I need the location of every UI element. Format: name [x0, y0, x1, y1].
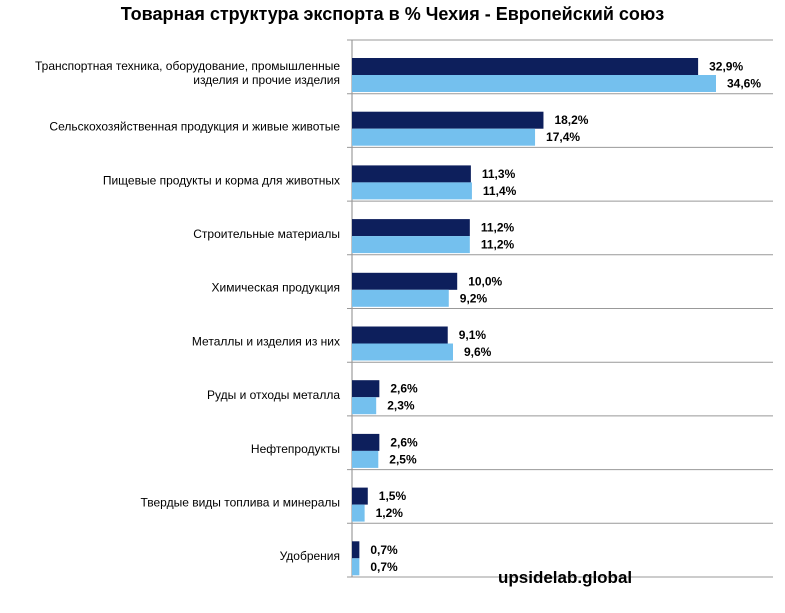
- watermark-text: upsidelab.global: [498, 568, 632, 587]
- bar: [352, 236, 470, 254]
- data-label: 9,6%: [464, 345, 492, 359]
- bar: [352, 380, 380, 398]
- data-label: 11,2%: [481, 238, 515, 252]
- data-label: 2,5%: [389, 452, 417, 466]
- category-label: Пищевые продукты и корма для животных: [103, 173, 340, 187]
- category-label: изделия и прочие изделия: [193, 73, 340, 87]
- data-label: 11,4%: [483, 184, 517, 198]
- data-label: 18,2%: [554, 113, 588, 127]
- category-label: Строительные материалы: [193, 227, 340, 241]
- data-label: 0,7%: [370, 560, 398, 574]
- category-label: Удобрения: [280, 549, 340, 563]
- bar: [352, 272, 458, 290]
- bar: [352, 182, 472, 200]
- category-label: Нефтепродукты: [251, 442, 340, 456]
- category-label: Металлы и изделия из них: [192, 334, 340, 348]
- category-label: Транспортная техника, оборудование, пром…: [35, 59, 340, 73]
- data-label: 32,9%: [709, 60, 743, 74]
- category-label: Сельскохозяйственная продукция и живые ж…: [49, 120, 340, 134]
- bar: [352, 111, 544, 129]
- bar: [352, 541, 360, 559]
- data-label: 9,1%: [459, 328, 487, 342]
- chart-title: Товарная структура экспорта в % Чехия - …: [120, 4, 665, 24]
- data-label: 34,6%: [727, 77, 761, 91]
- data-label: 2,3%: [387, 399, 415, 413]
- data-label: 10,0%: [468, 274, 502, 288]
- data-label: 11,3%: [482, 167, 516, 181]
- bar: [352, 487, 368, 505]
- category-label: Химическая продукция: [211, 281, 340, 295]
- bar: [352, 504, 365, 522]
- data-label: 2,6%: [390, 435, 418, 449]
- data-label: 11,2%: [481, 221, 515, 235]
- bar: [352, 219, 470, 237]
- bar: [352, 289, 449, 307]
- bar: [352, 397, 377, 415]
- bar: [352, 128, 536, 146]
- bar: [352, 433, 380, 451]
- bars-layer: [352, 58, 716, 576]
- bar: [352, 75, 716, 92]
- labels-layer: Транспортная техника, оборудование, пром…: [35, 59, 761, 574]
- bar: [352, 558, 360, 576]
- bar: [352, 326, 448, 344]
- grid-layer: [347, 39, 773, 578]
- bar: [352, 343, 453, 361]
- data-label: 1,2%: [376, 506, 404, 520]
- data-label: 1,5%: [379, 489, 407, 503]
- data-label: 2,6%: [390, 382, 418, 396]
- bar: [352, 58, 699, 75]
- bar: [352, 165, 471, 183]
- data-label: 9,2%: [460, 291, 488, 305]
- data-label: 0,7%: [370, 543, 398, 557]
- category-label: Руды и отходы металла: [207, 388, 340, 402]
- data-label: 17,4%: [546, 130, 580, 144]
- category-label: Твердые виды топлива и минералы: [140, 495, 340, 509]
- bar: [352, 450, 379, 468]
